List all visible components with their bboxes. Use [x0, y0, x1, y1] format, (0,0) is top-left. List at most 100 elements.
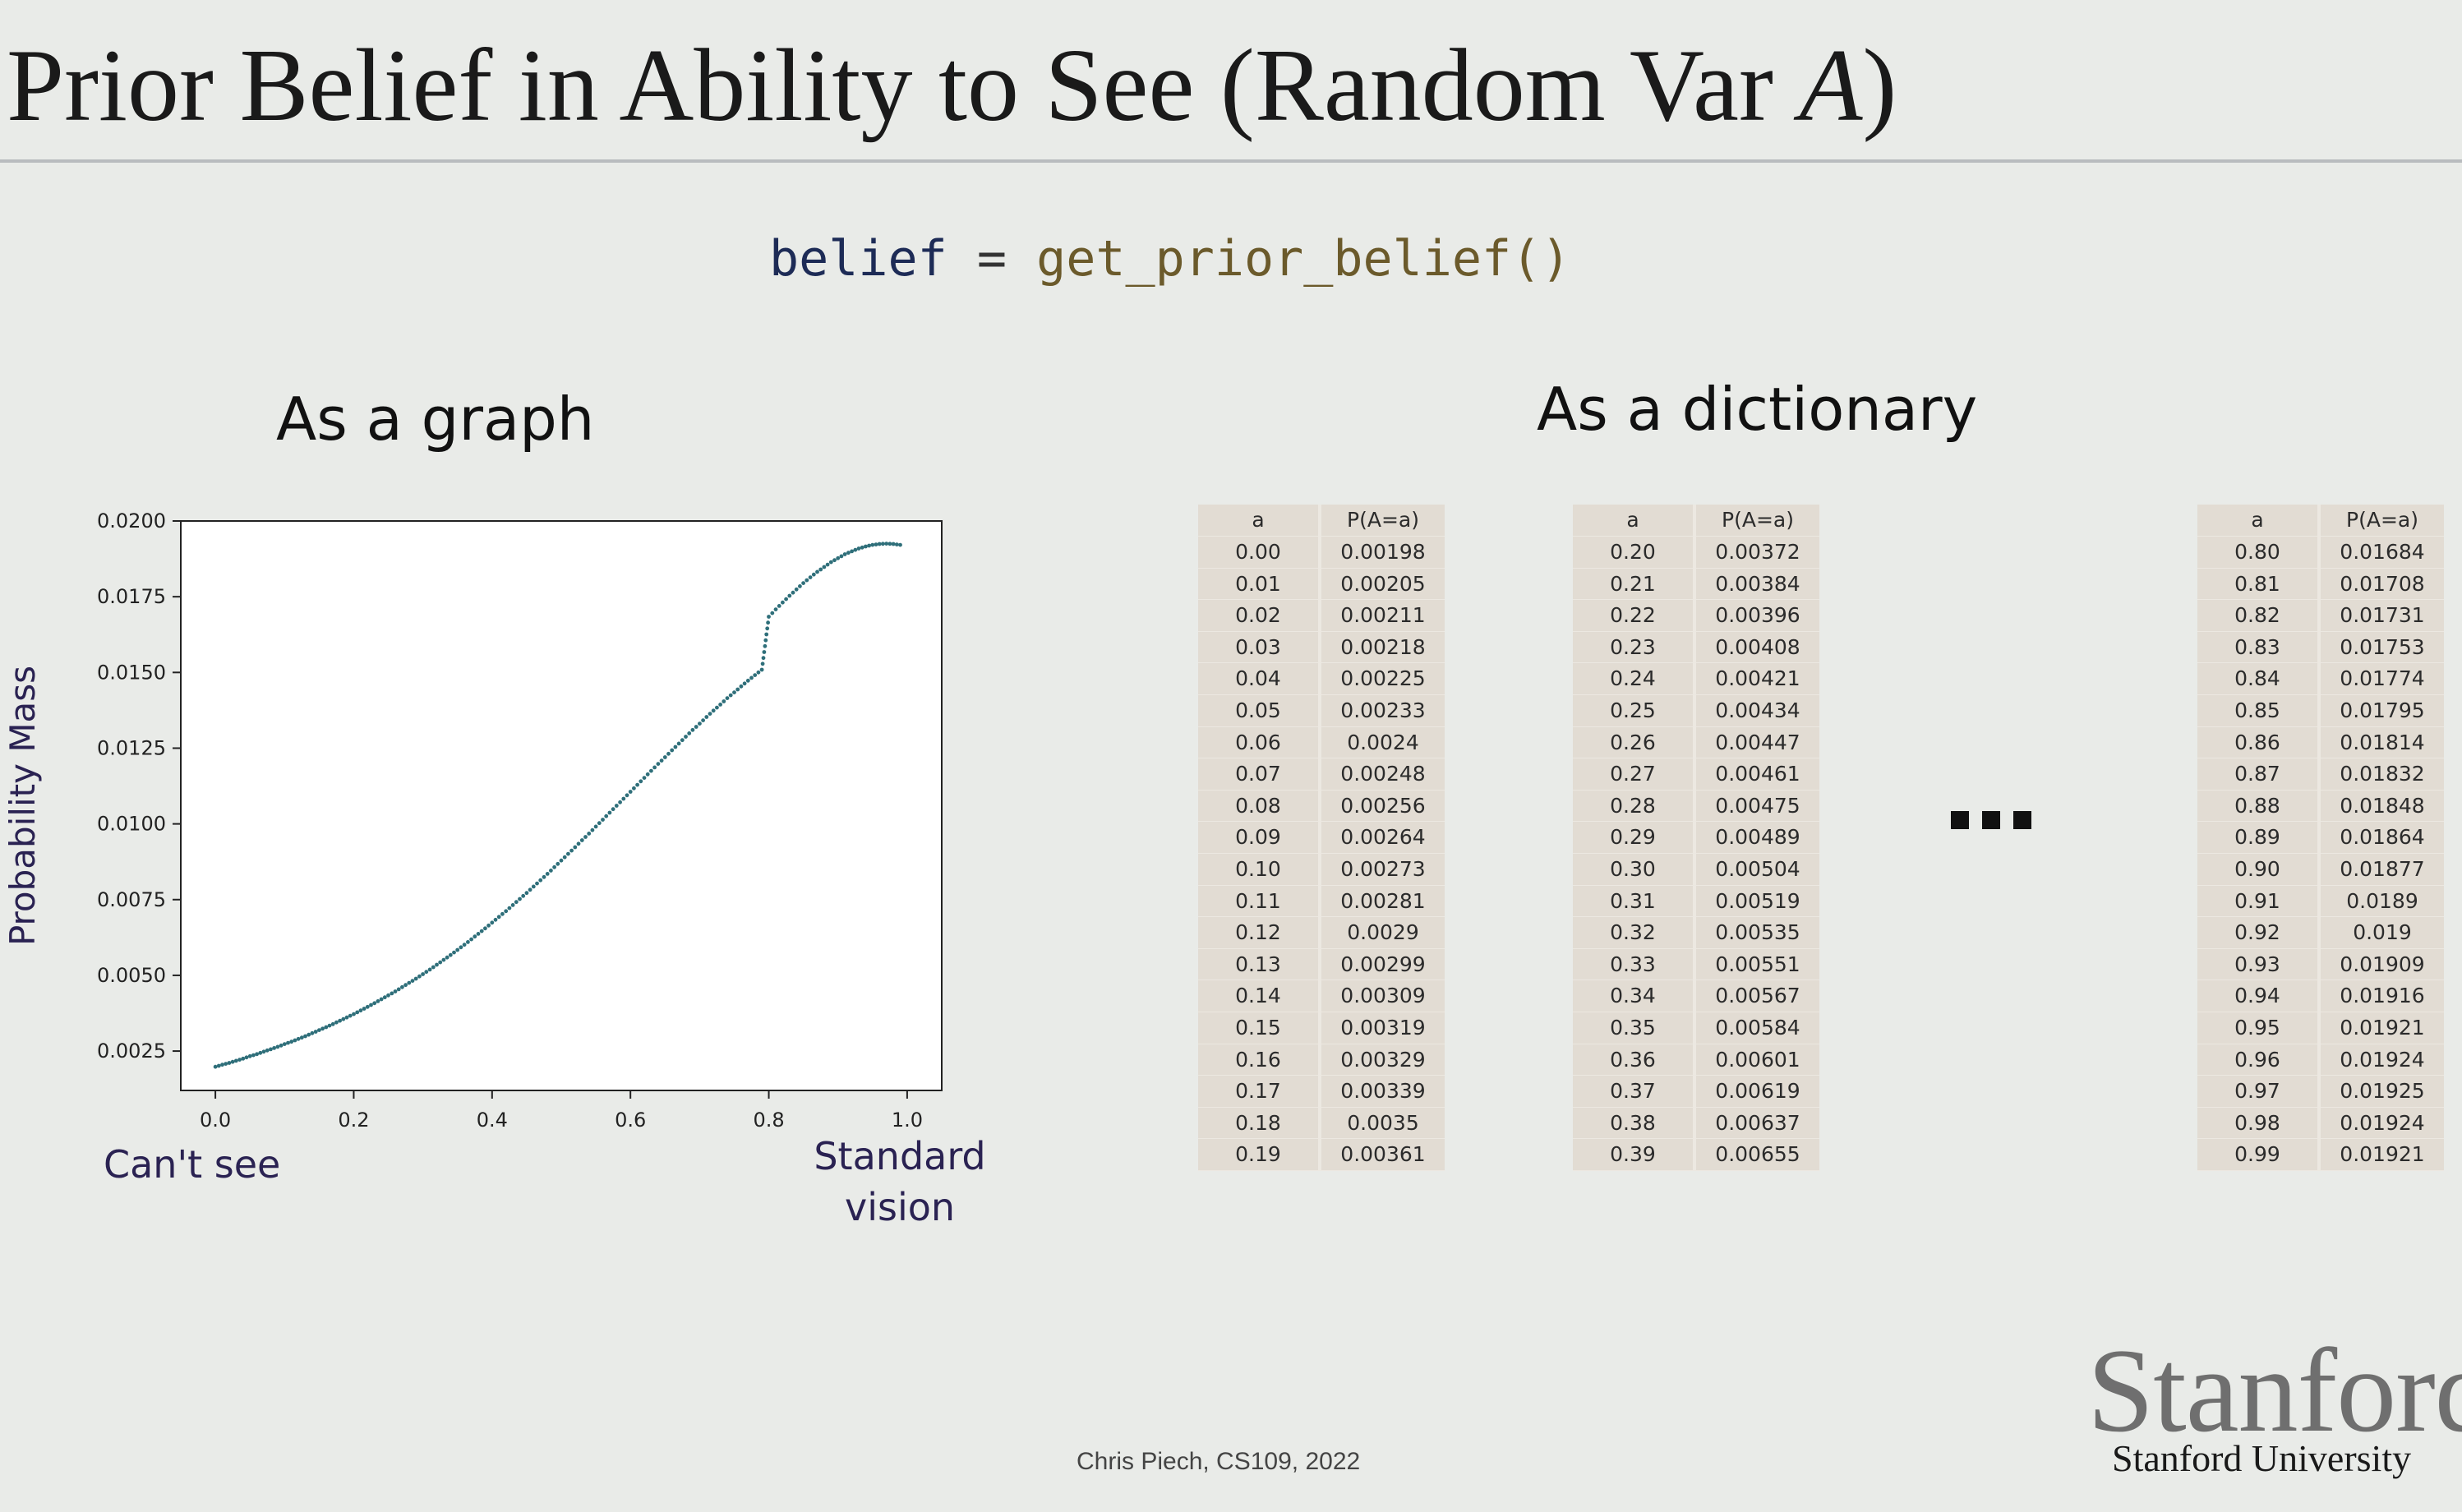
data-point	[761, 656, 766, 661]
title-close-paren: )	[1862, 29, 1897, 143]
data-point	[583, 835, 588, 839]
cell-prob: 0.00264	[1320, 821, 1445, 854]
table-row: 0.85 0.01795	[2197, 694, 2444, 727]
table-row: 0.28 0.00475	[1573, 790, 1819, 823]
cell-a: 0.30	[1573, 853, 1696, 886]
cell-prob: 0.00475	[1694, 790, 1819, 823]
data-point	[842, 552, 847, 556]
cell-prob: 0.00519	[1694, 885, 1819, 918]
data-point	[549, 869, 553, 873]
cell-prob: 0.00384	[1694, 568, 1819, 601]
table-row: 0.33 0.00551	[1573, 948, 1819, 981]
cell-prob: 0.00396	[1694, 599, 1819, 632]
cell-prob: 0.00218	[1320, 631, 1445, 664]
data-point	[715, 705, 719, 710]
data-point	[407, 980, 412, 985]
data-point	[438, 960, 443, 965]
data-point	[473, 934, 477, 939]
cell-prob: 0.00434	[1694, 694, 1819, 727]
data-point	[680, 738, 685, 743]
cell-a: 0.12	[1198, 916, 1321, 949]
data-point	[486, 923, 491, 928]
data-point	[642, 776, 647, 780]
cell-a: 0.06	[1198, 726, 1321, 759]
data-point	[244, 1055, 249, 1060]
data-point	[704, 715, 709, 719]
data-point	[538, 878, 543, 883]
data-point	[822, 565, 827, 569]
y-tick-label: 0.0125	[97, 736, 166, 759]
data-point	[808, 575, 813, 579]
cell-prob: 0.00372	[1694, 536, 1819, 569]
table-row: 0.13 0.00299	[1198, 948, 1445, 981]
table-row: 0.24 0.00421	[1573, 662, 1819, 695]
data-point	[483, 926, 487, 931]
table-row: 0.86 0.01814	[2197, 726, 2444, 759]
data-point	[531, 884, 536, 889]
data-point	[832, 558, 837, 563]
data-point	[593, 824, 598, 829]
data-point	[745, 678, 750, 683]
table-row: 0.01 0.00205	[1198, 568, 1445, 601]
data-point	[213, 1064, 218, 1069]
code-operator: =	[947, 230, 1037, 288]
data-point	[614, 804, 619, 808]
table-row: 0.82 0.01731	[2197, 599, 2444, 632]
data-point	[759, 667, 764, 672]
stanford-university-label: Stanford University	[2112, 1437, 2412, 1479]
cell-a: 0.24	[1573, 662, 1696, 695]
graph-heading: As a graph	[276, 385, 595, 454]
data-point	[431, 965, 436, 970]
y-tick-label: 0.0175	[97, 585, 166, 608]
data-point	[421, 972, 425, 976]
data-point	[652, 765, 657, 770]
cell-a: 0.22	[1573, 599, 1696, 632]
probability-chart: 0.0 0.2 0.4 0.6 0.8 1.0 0.0025 0.0050 0.0075 0.01…	[2, 509, 943, 1132]
column-header-a: a	[1573, 505, 1696, 537]
data-point	[791, 590, 795, 595]
data-point	[756, 670, 761, 675]
cell-a: 0.15	[1198, 1012, 1321, 1044]
data-point	[334, 1020, 339, 1025]
cell-prob: 0.00299	[1320, 948, 1445, 981]
cell-a: 0.16	[1198, 1044, 1321, 1076]
cell-a: 0.05	[1198, 694, 1321, 727]
data-point	[542, 874, 546, 879]
table-row: 0.03 0.00218	[1198, 631, 1445, 664]
cell-a: 0.95	[2197, 1012, 2321, 1044]
cell-a: 0.27	[1573, 758, 1696, 791]
data-point	[313, 1030, 318, 1034]
cell-prob: 0.0035	[1320, 1107, 1445, 1140]
data-point	[607, 810, 612, 815]
cell-prob: 0.00205	[1320, 568, 1445, 601]
data-point	[766, 620, 770, 625]
data-point	[625, 793, 629, 798]
data-point	[376, 999, 380, 1003]
cell-prob: 0.01814	[2319, 726, 2444, 759]
x-tick-label: 0.2	[338, 1109, 369, 1132]
cell-prob: 0.00447	[1694, 726, 1819, 759]
cell-prob: 0.01924	[2319, 1107, 2444, 1140]
data-point	[860, 545, 864, 550]
data-point	[694, 725, 698, 729]
data-point	[604, 814, 609, 818]
cell-prob: 0.0024	[1320, 726, 1445, 759]
table-row: 0.16 0.00329	[1198, 1044, 1445, 1076]
data-point	[888, 542, 892, 546]
data-point	[770, 611, 775, 615]
cell-a: 0.03	[1198, 631, 1321, 664]
data-point	[324, 1025, 329, 1030]
column-header-a: a	[2197, 505, 2321, 537]
cell-prob: 0.01877	[2319, 853, 2444, 886]
data-point	[382, 995, 387, 1000]
cell-prob: 0.00408	[1694, 631, 1819, 664]
data-point	[275, 1044, 280, 1049]
data-point	[573, 845, 578, 850]
data-point	[801, 581, 805, 585]
data-point	[767, 615, 771, 619]
data-point	[462, 943, 467, 947]
annotation-standard-line2: vision	[844, 1185, 956, 1229]
data-point	[369, 1003, 373, 1007]
cell-prob: 0.00461	[1694, 758, 1819, 791]
data-point	[850, 549, 854, 554]
